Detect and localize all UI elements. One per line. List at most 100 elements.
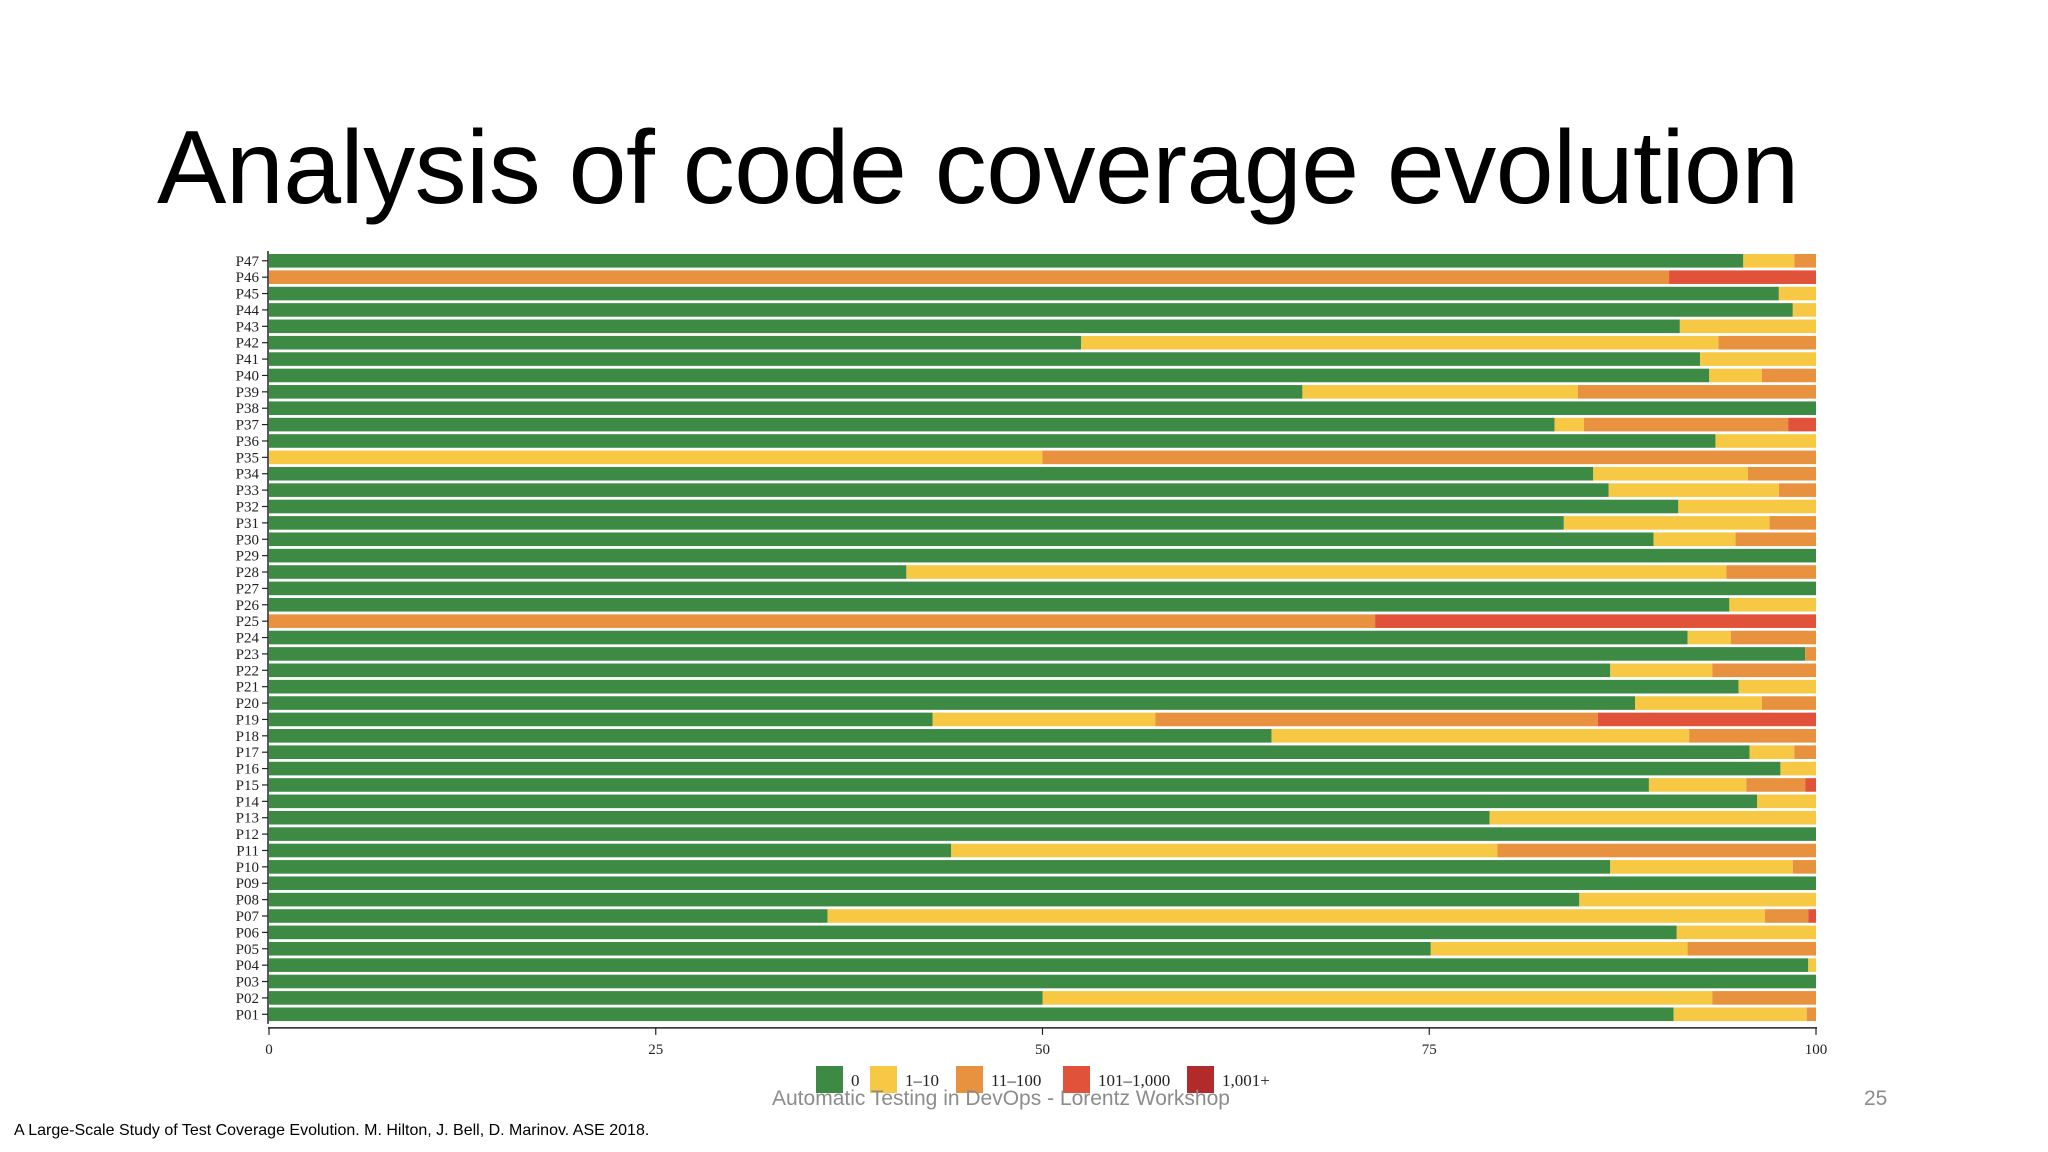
bar-p38-segment-0	[269, 401, 1816, 416]
y-tick-label-p17: P17	[236, 745, 260, 761]
legend-label-1: 1–10	[905, 1071, 939, 1090]
legend-swatch-1	[870, 1066, 897, 1093]
bar-p04-segment-1	[1808, 958, 1816, 972]
citation: A Large-Scale Study of Test Coverage Evo…	[14, 1122, 650, 1139]
bar-p07-segment-1	[827, 909, 1765, 923]
y-tick-label-p30: P30	[236, 532, 259, 548]
bar-p07-segment-3	[1808, 909, 1816, 923]
bar-p30-segment-0	[269, 532, 1654, 547]
y-tick-label-p47: P47	[236, 254, 260, 270]
y-tick-label-p18: P18	[236, 729, 259, 745]
bar-p10-segment-0	[269, 860, 1611, 874]
legend-label-4: 1,001+	[1222, 1071, 1270, 1090]
bar-p41-segment-1	[1699, 352, 1816, 366]
bar-p28-segment-2	[1726, 565, 1816, 579]
legend-swatch-0	[816, 1066, 843, 1093]
bar-p15-segment-3	[1805, 778, 1816, 792]
bar-p14-segment-1	[1757, 794, 1816, 809]
x-tick-label-100: 100	[1805, 1042, 1828, 1058]
bar-p15-segment-0	[269, 778, 1649, 792]
bar-p03-segment-0	[269, 974, 1816, 989]
bar-p11-segment-0	[269, 843, 952, 858]
bar-p24-segment-2	[1730, 630, 1816, 645]
bar-p28-segment-0	[269, 565, 907, 579]
y-tick-label-p03: P03	[236, 975, 259, 991]
y-tick-label-p05: P05	[236, 942, 259, 958]
bar-p26-segment-1	[1729, 597, 1816, 612]
y-tick-label-p35: P35	[236, 450, 259, 466]
legend-label-3: 101–1,000	[1098, 1071, 1170, 1090]
bar-p47-segment-1	[1743, 254, 1795, 268]
bar-p19-segment-3	[1597, 712, 1816, 727]
bar-p15-segment-1	[1648, 778, 1747, 792]
y-tick-label-p04: P04	[236, 958, 260, 974]
bar-p33-segment-2	[1778, 483, 1816, 497]
bar-p31-segment-1	[1563, 516, 1770, 530]
bar-p20-segment-2	[1761, 696, 1816, 710]
legend-swatch-4	[1187, 1066, 1214, 1093]
bar-p05-segment-0	[269, 941, 1431, 956]
bar-p20-segment-1	[1635, 696, 1762, 710]
y-tick-label-p44: P44	[236, 303, 260, 319]
bar-p09-segment-0	[269, 876, 1816, 891]
y-tick-label-p09: P09	[236, 876, 259, 892]
bar-p10-segment-1	[1610, 860, 1793, 874]
y-tick-label-p36: P36	[236, 434, 260, 450]
bar-p11-segment-1	[951, 843, 1498, 858]
bar-p27-segment-0	[269, 581, 1816, 596]
bar-p11-segment-2	[1497, 843, 1816, 858]
bar-p24-segment-1	[1687, 630, 1731, 645]
bar-p13-segment-0	[269, 810, 1490, 825]
bar-p29-segment-0	[269, 548, 1816, 563]
y-tick-label-p13: P13	[236, 811, 259, 827]
bar-p08-segment-0	[269, 892, 1580, 907]
bar-p31-segment-0	[269, 516, 1564, 530]
bar-p20-segment-0	[269, 696, 1635, 710]
y-tick-label-p31: P31	[236, 516, 259, 532]
bar-p10-segment-2	[1792, 860, 1816, 874]
bar-p08-segment-1	[1579, 892, 1816, 907]
bar-p42-segment-1	[1081, 335, 1719, 350]
slide-title: Analysis of code coverage evolution	[157, 110, 1799, 226]
bar-p42-segment-0	[269, 335, 1082, 350]
bar-p07-segment-2	[1764, 909, 1809, 923]
bar-p23-segment-2	[1805, 647, 1816, 661]
bar-p47-segment-0	[269, 254, 1744, 268]
y-tick-label-p08: P08	[236, 893, 259, 909]
bar-p13-segment-1	[1489, 810, 1816, 825]
y-tick-label-p21: P21	[236, 680, 259, 696]
legend-label-2: 11–100	[991, 1071, 1041, 1090]
y-tick-label-p42: P42	[236, 336, 259, 352]
bar-p17-segment-1	[1749, 745, 1795, 759]
bar-p19-segment-0	[269, 712, 933, 727]
y-tick-label-p25: P25	[236, 614, 259, 630]
bar-p19-segment-1	[932, 712, 1156, 727]
bar-p26-segment-0	[269, 597, 1730, 612]
bar-p37-segment-0	[269, 417, 1555, 432]
y-tick-label-p11: P11	[236, 843, 259, 859]
bar-p18-segment-1	[1271, 729, 1690, 743]
slide-number: 25	[1864, 1087, 1888, 1110]
y-tick-label-p33: P33	[236, 483, 259, 499]
bar-p37-segment-2	[1583, 417, 1789, 432]
bar-p01-segment-0	[269, 1007, 1674, 1022]
bar-p39-segment-2	[1577, 385, 1816, 399]
y-tick-label-p26: P26	[236, 598, 260, 614]
bar-p15-segment-2	[1746, 778, 1806, 792]
y-tick-label-p10: P10	[236, 860, 259, 876]
y-tick-label-p24: P24	[236, 631, 260, 647]
y-tick-label-p19: P19	[236, 712, 259, 728]
bar-p17-segment-2	[1794, 745, 1816, 759]
bar-p01-segment-2	[1806, 1007, 1816, 1022]
bar-p37-segment-1	[1554, 417, 1584, 432]
y-tick-label-p07: P07	[236, 909, 260, 925]
bar-p02-segment-1	[1042, 991, 1713, 1005]
y-tick-label-p32: P32	[236, 500, 259, 516]
y-tick-label-p16: P16	[236, 762, 260, 778]
bar-p14-segment-0	[269, 794, 1758, 809]
bar-p42-segment-2	[1718, 335, 1816, 350]
bar-p45-segment-0	[269, 286, 1779, 301]
bar-p05-segment-2	[1687, 941, 1816, 956]
bar-p28-segment-1	[906, 565, 1727, 579]
